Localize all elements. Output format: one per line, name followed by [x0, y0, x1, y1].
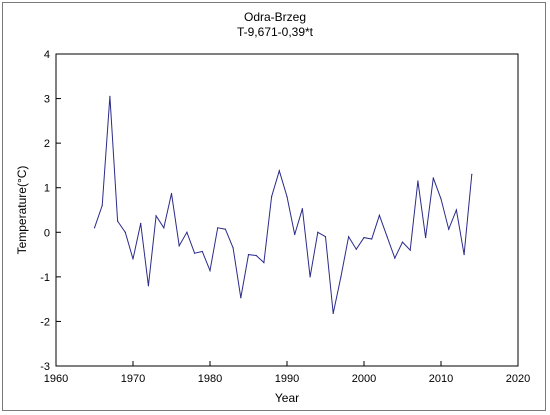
data-point: [401, 241, 404, 243]
data-point: [324, 236, 327, 238]
y-tick-label: -1: [40, 272, 50, 284]
data-point: [455, 209, 457, 211]
y-axis-label: Temperature(°C): [15, 166, 29, 255]
y-tick-label: 2: [44, 138, 50, 150]
plot-area: [55, 53, 519, 367]
data-point: [263, 261, 265, 264]
data-point: [471, 173, 473, 175]
data-point: [101, 204, 103, 207]
data-point: [409, 249, 411, 251]
data-point: [132, 258, 134, 260]
data-point: [417, 180, 419, 182]
y-tick-label: 3: [44, 94, 50, 106]
data-point: [186, 231, 188, 233]
y-tick-label: 0: [44, 227, 50, 239]
data-point: [217, 227, 219, 229]
data-point: [386, 236, 388, 238]
data-point: [463, 253, 465, 256]
data-point: [363, 237, 365, 239]
x-tick-label: 1990: [275, 373, 299, 385]
data-point: [348, 236, 350, 238]
data-point: [170, 192, 173, 195]
x-axis-label: Year: [275, 391, 299, 405]
data-point: [155, 215, 157, 217]
x-tick-label: 2010: [429, 373, 453, 385]
data-point: [317, 231, 319, 233]
data-point: [301, 208, 303, 210]
x-tick-label: 1980: [198, 373, 222, 385]
data-point: [201, 250, 203, 253]
data-point: [355, 248, 357, 250]
chart-subtitle: T-9,671-0,39*t: [236, 25, 314, 39]
y-tick-label: 4: [44, 49, 50, 61]
data-point: [109, 95, 111, 97]
data-point: [448, 228, 450, 230]
data-point: [332, 312, 334, 315]
data-point: [378, 214, 380, 216]
x-tick-label: 1970: [121, 373, 145, 385]
chart-title: Odra-Brzeg: [243, 10, 307, 24]
data-point: [440, 198, 442, 200]
data-point: [432, 177, 434, 179]
data-point: [194, 252, 196, 254]
data-point: [240, 297, 242, 299]
y-tick-label: 1: [44, 183, 50, 195]
data-point: [278, 170, 280, 172]
data-point: [117, 220, 119, 222]
data-point: [255, 254, 257, 257]
data-point: [286, 196, 288, 198]
data-point: [163, 227, 165, 229]
data-point: [271, 196, 273, 198]
data-point: [309, 276, 311, 278]
data-point: [294, 233, 296, 236]
data-point: [425, 237, 427, 239]
y-tick-label: -2: [40, 316, 50, 328]
data-point: [140, 222, 142, 224]
data-point: [209, 270, 211, 272]
data-point: [224, 228, 226, 230]
data-point: [232, 247, 234, 249]
x-tick-label: 2020: [506, 373, 530, 385]
data-point: [394, 257, 396, 259]
chart-frame: [2, 2, 546, 411]
data-point: [340, 276, 342, 278]
data-point: [147, 285, 149, 287]
data-point: [247, 253, 250, 256]
data-point: [124, 231, 126, 233]
x-tick-label: 1960: [44, 373, 68, 385]
data-point: [371, 238, 373, 240]
y-tick-label: -3: [40, 361, 50, 373]
x-tick-label: 2000: [352, 373, 376, 385]
data-point: [93, 227, 96, 229]
data-point: [178, 245, 180, 247]
series-line: [94, 96, 473, 314]
